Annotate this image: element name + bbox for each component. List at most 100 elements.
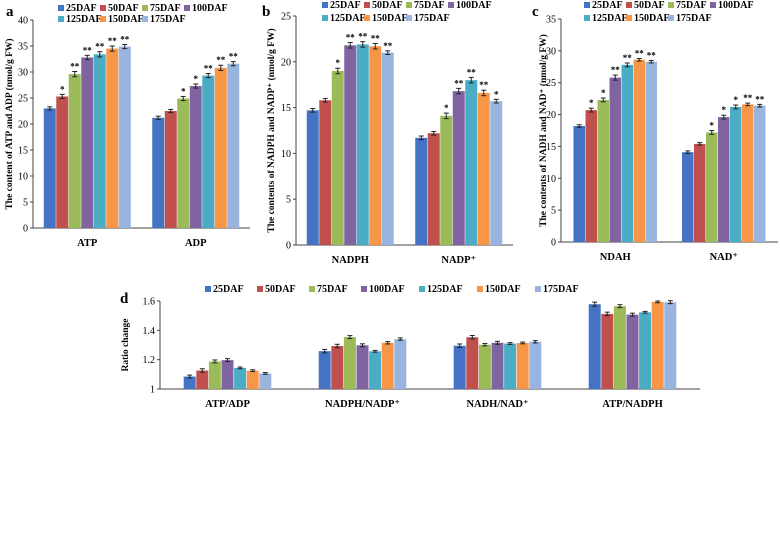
significance-mark: * <box>181 86 186 96</box>
significance-mark: ** <box>120 34 130 44</box>
legend-swatch-125DAF <box>58 16 64 22</box>
bar-50DAF-3 <box>601 313 614 389</box>
significance-mark: ** <box>346 33 356 43</box>
y-tick-label: 0 <box>551 238 556 249</box>
category-label: ATP/NADPH <box>602 399 662 410</box>
significance-mark: * <box>336 58 341 68</box>
bar-150DAF-3 <box>651 301 664 389</box>
bar-25DAF-0 <box>183 376 196 389</box>
bar-175DAF-1 <box>227 63 240 229</box>
legend-label-75DAF: 75DAF <box>317 284 348 295</box>
bar-150DAF-1 <box>742 104 754 243</box>
y-tick-label: 30 <box>546 46 556 57</box>
bar-150DAF-1 <box>214 67 227 228</box>
bar-100DAF-0 <box>221 360 234 389</box>
significance-mark: ** <box>70 61 80 71</box>
significance-mark: ** <box>743 93 753 103</box>
significance-mark: ** <box>467 67 477 77</box>
y-axis-label: Ratio change <box>121 318 131 371</box>
bar-175DAF-0 <box>645 61 657 243</box>
significance-mark: * <box>601 88 606 98</box>
y-tick-label: 20 <box>18 120 28 131</box>
legend-swatch-175DAF <box>406 15 412 21</box>
bar-75DAF-0 <box>208 361 221 389</box>
y-tick-label: 25 <box>281 12 291 23</box>
significance-mark: * <box>722 105 727 115</box>
bar-175DAF-1 <box>394 339 407 389</box>
legend-label-50DAF: 50DAF <box>108 3 139 14</box>
significance-mark: * <box>734 95 739 105</box>
legend-swatch-150DAF <box>100 16 106 22</box>
significance-mark: ** <box>216 55 226 65</box>
bar-25DAF-0 <box>573 126 585 242</box>
significance-mark: ** <box>635 49 645 59</box>
bar-75DAF-0 <box>597 99 609 242</box>
legend-swatch-175DAF <box>668 15 674 21</box>
y-axis-label: The contents of NADPH and NADP⁺ (nmol/g … <box>266 28 277 232</box>
category-label: NADPH <box>332 255 369 266</box>
legend-label-100DAF: 100DAF <box>369 284 405 295</box>
y-tick-label: 1.2 <box>143 355 156 366</box>
bar-25DAF-0 <box>43 108 56 228</box>
y-tick-label: 1.4 <box>143 326 156 337</box>
bar-75DAF-0 <box>68 74 81 228</box>
bar-175DAF-3 <box>664 302 677 389</box>
y-tick-label: 10 <box>281 149 291 160</box>
y-tick-label: 20 <box>281 57 291 68</box>
category-label: NADPH/NADP⁺ <box>325 399 400 410</box>
bar-75DAF-3 <box>613 306 626 389</box>
bar-175DAF-2 <box>529 341 542 389</box>
y-tick-label: 25 <box>18 94 28 105</box>
bar-125DAF-3 <box>639 312 652 389</box>
bar-100DAF-1 <box>189 86 202 228</box>
category-label: NAD⁺ <box>710 252 738 263</box>
legend-swatch-175DAF <box>535 286 541 292</box>
y-tick-label: 30 <box>18 68 28 79</box>
legend-label-100DAF: 100DAF <box>456 0 492 11</box>
legend-label-50DAF: 50DAF <box>265 284 296 295</box>
bar-125DAF-0 <box>621 64 633 242</box>
legend-label-125DAF: 125DAF <box>66 14 102 25</box>
significance-mark: ** <box>83 45 93 55</box>
y-tick-label: 0 <box>23 224 28 235</box>
bar-175DAF-0 <box>381 52 394 245</box>
legend-label-75DAF: 75DAF <box>676 0 707 11</box>
bar-75DAF-1 <box>706 132 718 242</box>
bar-75DAF-2 <box>478 344 491 389</box>
y-tick-label: 20 <box>546 110 556 121</box>
significance-mark: ** <box>95 42 105 52</box>
bar-125DAF-0 <box>234 367 247 389</box>
bar-50DAF-1 <box>694 143 706 242</box>
bar-150DAF-0 <box>106 48 119 228</box>
category-label: ADP <box>185 238 207 249</box>
bar-100DAF-3 <box>626 314 639 389</box>
bar-100DAF-1 <box>356 345 369 389</box>
legend-swatch-100DAF <box>448 2 454 8</box>
legend-swatch-75DAF <box>309 286 315 292</box>
bar-175DAF-1 <box>490 101 503 245</box>
bar-25DAF-1 <box>415 137 428 245</box>
legend-swatch-75DAF <box>406 2 412 8</box>
legend-label-50DAF: 50DAF <box>372 0 403 11</box>
category-label: ATP <box>77 238 98 249</box>
bar-50DAF-1 <box>164 111 177 228</box>
panel-b: b 0 5 10 15 20 25 The contents of NADPH and NAD… <box>262 0 513 266</box>
significance-mark: * <box>194 74 199 84</box>
significance-mark: ** <box>229 52 239 62</box>
legend-label-150DAF: 150DAF <box>485 284 521 295</box>
legend-swatch-75DAF <box>142 5 148 11</box>
bar-25DAF-1 <box>318 351 331 389</box>
significance-mark: ** <box>479 80 489 90</box>
legend-label-25DAF: 25DAF <box>592 0 623 11</box>
legend-label-175DAF: 175DAF <box>414 13 450 24</box>
legend-swatch-25DAF <box>584 2 590 8</box>
significance-mark: ** <box>611 65 621 75</box>
bar-75DAF-0 <box>331 70 344 246</box>
y-tick-label: 40 <box>18 16 28 27</box>
y-tick-label: 15 <box>281 103 291 114</box>
legend-swatch-25DAF <box>58 5 64 11</box>
y-tick-label: 10 <box>18 172 28 183</box>
significance-mark: * <box>494 89 499 99</box>
legend-swatch-50DAF <box>626 2 632 8</box>
